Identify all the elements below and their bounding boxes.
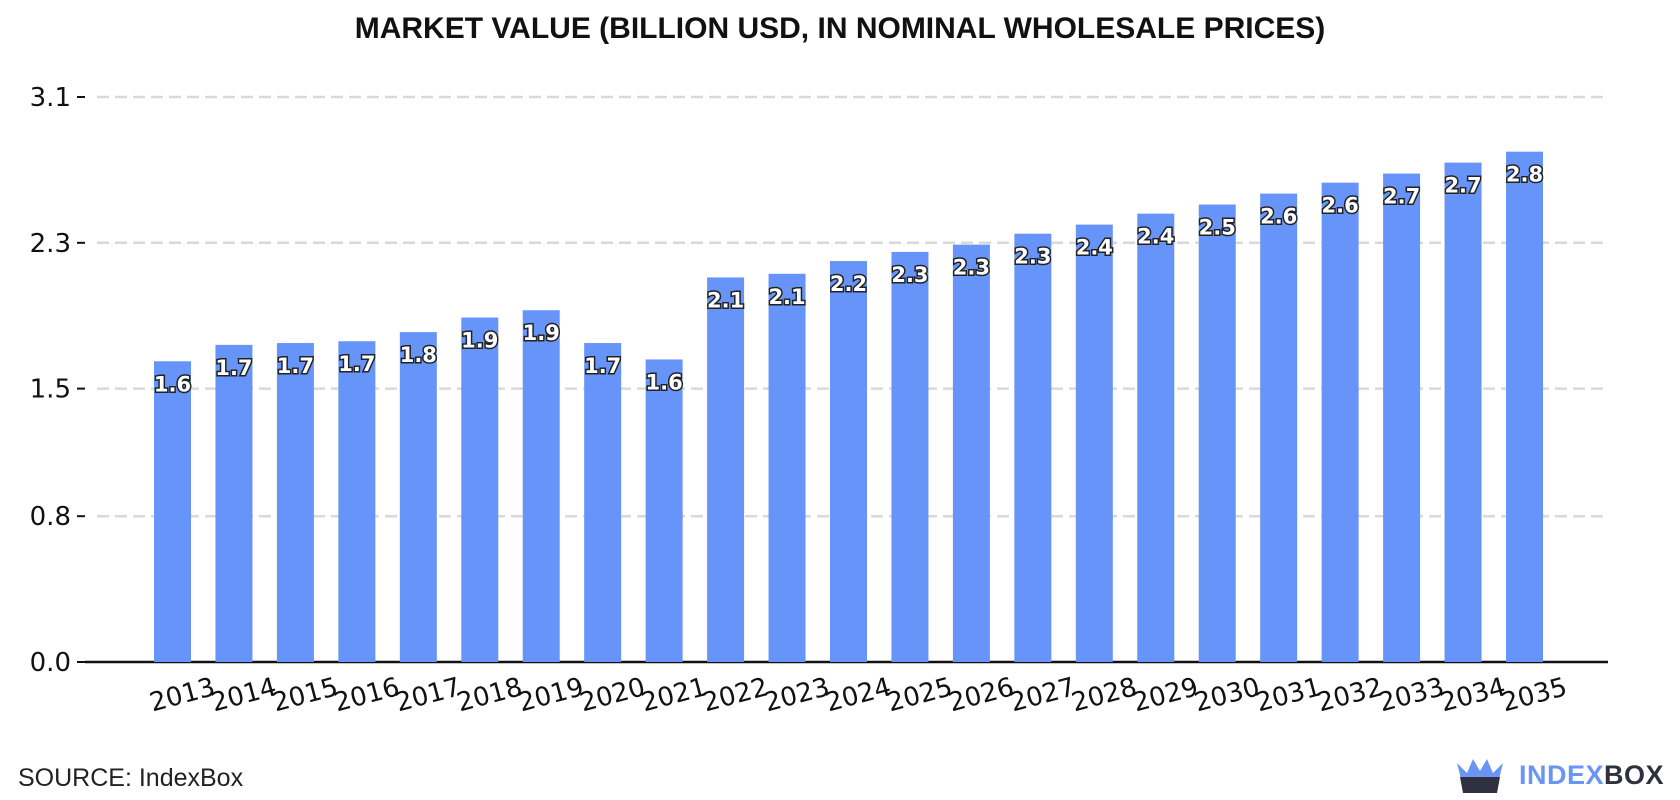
x-tick-label: 2024 (823, 672, 895, 718)
x-tick-label: 2031 (1253, 672, 1325, 718)
x-tick-label: 2029 (1130, 672, 1202, 718)
bar (276, 343, 314, 662)
data-label: 1.7 (584, 354, 621, 378)
x-tick-label: 2020 (577, 672, 649, 718)
data-label: 2.8 (1506, 163, 1543, 187)
bar (399, 332, 437, 662)
bar (768, 273, 806, 662)
data-label: 1.8 (400, 343, 437, 367)
bar (338, 341, 376, 662)
data-label: 1.7 (338, 352, 375, 376)
data-label: 1.9 (523, 321, 560, 345)
bar (154, 361, 191, 662)
x-tick-label: 2022 (700, 672, 772, 718)
bar (461, 317, 499, 662)
y-tick-label: 0.0 (30, 648, 71, 678)
indexbox-logo: INDEXBOX (1455, 753, 1664, 797)
data-label: 1.6 (154, 372, 191, 396)
data-label: 2.5 (1199, 216, 1236, 240)
data-label: 2.1 (768, 285, 805, 309)
bar (1506, 151, 1543, 662)
y-tick-label: 2.3 (30, 229, 71, 259)
data-label: 2.6 (1322, 194, 1359, 218)
bar-chart: 0.0 0.8 1.5 2.3 3.1 1.6 2013 1.7 2014 1.7 2015 1.7 2… (30, 83, 1608, 718)
bar (1321, 182, 1359, 662)
x-tick-label: 2015 (269, 672, 341, 718)
data-label: 2.3 (953, 256, 990, 280)
y-tick-label: 3.1 (30, 83, 71, 113)
bar (1383, 173, 1421, 662)
chart-title: MARKET VALUE (BILLION USD, IN NOMINAL WH… (354, 12, 1326, 45)
logo-text-box: BOX (1604, 759, 1665, 790)
bar (1444, 162, 1482, 662)
x-tick-label: 2032 (1314, 672, 1386, 718)
x-tick-label: 2016 (331, 672, 403, 718)
x-tick-label: 2033 (1376, 672, 1448, 718)
x-tick-label: 2017 (392, 672, 464, 718)
data-label: 1.7 (277, 354, 314, 378)
bar (645, 359, 683, 662)
data-label: 2.3 (891, 263, 928, 287)
bar (1137, 213, 1175, 663)
x-tick-label: 2035 (1499, 672, 1571, 718)
bar (1198, 204, 1236, 662)
x-tick-label: 2027 (1007, 672, 1079, 718)
x-tick-label: 2028 (1068, 672, 1140, 718)
bar (952, 244, 990, 662)
bar (522, 310, 560, 662)
x-tick-label: 2030 (1191, 672, 1263, 718)
bar (1014, 233, 1052, 662)
data-label: 2.3 (1014, 245, 1051, 269)
x-tick-label: 2018 (454, 672, 526, 718)
bar (1260, 193, 1298, 662)
bar (584, 343, 622, 662)
data-label: 2.1 (707, 288, 744, 312)
logo-text-index: INDEX (1519, 759, 1605, 790)
crown-box-icon (1457, 759, 1503, 793)
x-tick-label: 2026 (945, 672, 1017, 718)
y-tick-label: 1.5 (30, 375, 71, 405)
bar (830, 261, 867, 662)
x-tick-label: 2019 (515, 672, 587, 718)
y-tick-label: 0.8 (30, 502, 71, 532)
data-label: 2.4 (1076, 236, 1113, 260)
bar (1075, 224, 1113, 663)
bar (215, 344, 253, 662)
x-tick-label: 2021 (638, 672, 710, 718)
x-tick-label: 2025 (884, 672, 956, 718)
x-tick-label: 2023 (761, 672, 833, 718)
bar (891, 251, 929, 662)
x-tick-label: 2014 (208, 672, 280, 718)
data-label: 1.6 (646, 370, 683, 394)
data-label: 2.7 (1383, 185, 1420, 209)
data-label: 2.2 (830, 272, 867, 296)
data-label: 1.7 (215, 356, 252, 380)
source-note: SOURCE: IndexBox (18, 764, 244, 792)
data-label: 1.9 (461, 329, 498, 353)
data-label: 2.6 (1260, 205, 1297, 229)
data-label: 2.4 (1137, 225, 1174, 249)
x-tick-label: 2013 (147, 672, 219, 718)
data-label: 2.7 (1444, 174, 1481, 198)
x-tick-label: 2034 (1437, 672, 1509, 718)
bar (707, 277, 745, 662)
